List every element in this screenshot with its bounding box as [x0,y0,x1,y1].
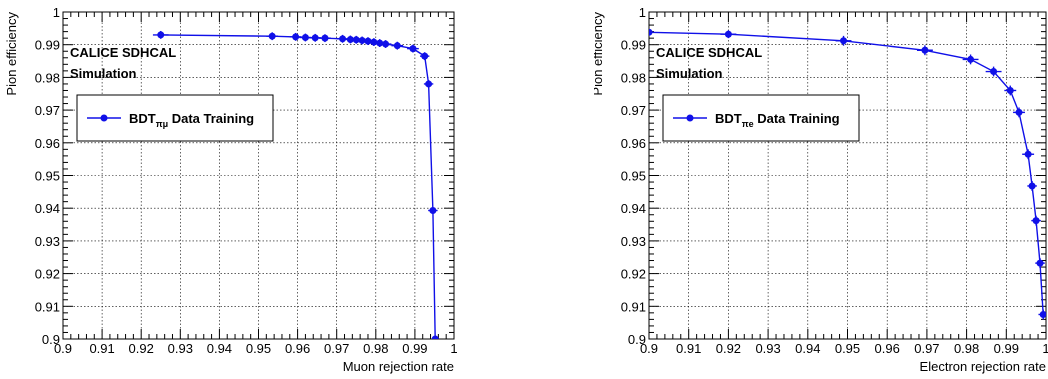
data-point [431,335,439,339]
y-tick-label: 0.95 [35,169,60,184]
right-chart-panel: 0.9 0.91 0.92 0.93 0.94 0.95 0.96 0.97 0.98 0.99 1… [594,0,1048,379]
data-point [425,80,433,88]
data-point [1032,217,1040,225]
x-axis-title: Electron rejection rate [920,359,1046,374]
data-point [301,34,309,42]
x-tick-label: 0.96 [285,341,310,356]
data-point [370,38,378,46]
legend-label: BDTπμ Data Training [129,111,254,129]
x-tick-label: 0.91 [89,341,114,356]
y-tick-label: 0.98 [35,70,60,85]
annotation-simulation: Simulation [656,66,723,81]
legend-label-suffix: Data Training [754,111,840,126]
data-point [321,34,329,42]
data-point [393,42,401,50]
data-point [311,34,319,42]
data-point [967,55,975,63]
y-tick-label: 1 [639,5,646,20]
data-point [382,40,390,48]
legend-label-main: BDT [715,111,742,126]
y-axis-title: Pion efficiency [594,12,605,96]
x-tick-label: 0.95 [835,341,860,356]
data-point [649,28,653,36]
y-tick-label: 0.92 [35,267,60,282]
y-tick-label: 0.91 [35,299,60,314]
x-tick-label: 0.94 [795,341,820,356]
legend-label-subscript: πμ [156,119,168,129]
y-tick-label: 0.96 [621,136,646,151]
y-tick-label: 0.99 [621,38,646,53]
x-tick-label: 0.9 [54,341,72,356]
x-tick-label: 0.98 [954,341,979,356]
legend-marker [686,114,694,122]
x-tick-label: 0.9 [640,341,658,356]
data-point [1036,259,1044,267]
x-tick-label: 0.98 [363,341,388,356]
data-series-group [649,28,1046,320]
data-point [1028,182,1036,190]
y-tick-label: 0.99 [35,38,60,53]
legend-label: BDTπe Data Training [715,111,840,129]
data-point [409,45,417,53]
x-tick-label: 0.92 [129,341,154,356]
x-tick-label: 0.94 [207,341,232,356]
y-tick-label: 1 [53,5,60,20]
y-tick-label: 0.91 [621,299,646,314]
data-point [364,37,372,45]
y-tick-label: 0.97 [621,103,646,118]
y-tick-label: 0.97 [35,103,60,118]
left-chart-panel: 0.9 0.91 0.92 0.93 0.94 0.95 0.96 0.97 0.98 0.99 1… [0,0,470,379]
y-tick-label: 0.93 [35,234,60,249]
x-tick-label: 1 [450,341,457,356]
data-point [1006,86,1014,94]
data-point [1015,108,1023,116]
y-tick-label: 0.98 [621,70,646,85]
data-point [376,39,384,47]
y-tick-label: 0.94 [35,201,60,216]
data-point [1039,310,1046,318]
muon-rejection-chart: 0.9 0.91 0.92 0.93 0.94 0.95 0.96 0.97 0.98 0.99 1… [4,5,458,374]
x-tick-label: 0.95 [246,341,271,356]
x-tick-label: 0.97 [324,341,349,356]
plot-area [649,12,1046,339]
legend-label-subscript: πe [742,119,754,129]
data-series-group [152,30,439,339]
x-tick-label: 1 [1042,341,1048,356]
y-tick-label: 0.9 [42,332,60,347]
y-tick-label: 0.92 [621,267,646,282]
annotation-calice: CALICE SDHCAL [656,45,762,60]
annotation-calice: CALICE SDHCAL [70,45,176,60]
x-tick-label: 0.97 [914,341,939,356]
x-tick-label: 0.93 [755,341,780,356]
data-point [339,35,347,43]
x-tick-label: 0.93 [168,341,193,356]
y-tick-label: 0.93 [621,234,646,249]
x-tick-label: 0.91 [676,341,701,356]
data-point [840,37,848,45]
x-axis-title: Muon rejection rate [343,359,454,374]
legend-label-suffix: Data Training [168,111,254,126]
x-tick-label: 0.99 [402,341,427,356]
y-axis-title: Pion efficiency [4,12,19,96]
data-point [1024,150,1032,158]
x-tick-label: 0.92 [716,341,741,356]
data-point [724,30,732,38]
data-point [921,46,929,54]
y-tick-label: 0.96 [35,136,60,151]
y-tick-label: 0.94 [621,201,646,216]
legend-marker [100,114,108,122]
y-tick-label: 0.95 [621,169,646,184]
x-tick-label: 0.99 [994,341,1019,356]
x-tick-label: 0.96 [875,341,900,356]
data-point [157,31,165,39]
annotation-simulation: Simulation [70,66,137,81]
electron-rejection-chart: 0.9 0.91 0.92 0.93 0.94 0.95 0.96 0.97 0.98 0.99 1… [594,5,1048,374]
data-point [429,206,437,214]
data-point [268,32,276,40]
y-tick-label: 0.9 [628,332,646,347]
data-point [292,33,300,41]
data-point [990,68,998,76]
legend-label-main: BDT [129,111,156,126]
data-point [421,52,429,60]
